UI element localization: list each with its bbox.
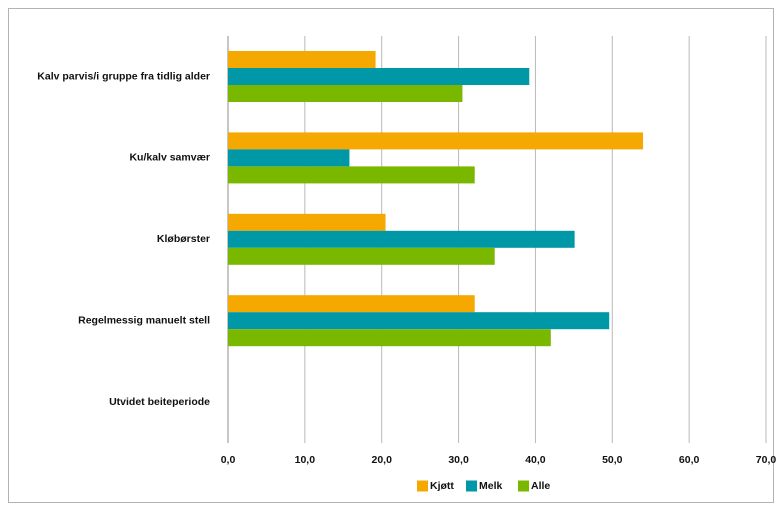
x-tick-label: 10,0 <box>295 454 316 466</box>
legend-swatch <box>518 480 529 492</box>
category-labels: Kalv parvis/i gruppe fra tidlig alder Ku/… <box>37 70 210 408</box>
bar-melk-2 <box>228 230 575 248</box>
legend-label: Kjøtt <box>430 480 454 492</box>
bar-melk-3 <box>228 312 610 330</box>
bar-alle-0 <box>228 85 463 102</box>
x-tick-label: 0,0 <box>221 454 236 466</box>
bar-alle-2 <box>228 247 495 265</box>
x-tick-label: 20,0 <box>371 454 392 466</box>
x-tick-label: 50,0 <box>602 454 623 466</box>
category-label: Regelmessig manuelt stell <box>78 314 210 326</box>
category-label: Kalv parvis/i gruppe fra tidlig alder <box>37 70 210 82</box>
x-tick-labels: 0,0 10,0 20,0 30,0 40,0 50,0 60,0 70,0 <box>221 454 777 466</box>
category-label: Ku/kalv samvær <box>129 152 210 164</box>
legend-label: Alle <box>531 480 550 492</box>
bar-kj-tt-1 <box>228 132 644 150</box>
bar-alle-3 <box>228 329 551 347</box>
bar-melk-0 <box>228 68 530 85</box>
bar-melk-1 <box>228 149 350 167</box>
bar-kj-tt-3 <box>228 295 475 313</box>
x-tick-label: 40,0 <box>525 454 546 466</box>
bars <box>228 51 644 347</box>
bar-kj-tt-2 <box>228 213 386 231</box>
x-tick-label: 70,0 <box>756 454 777 466</box>
category-label: Kløbørster <box>157 233 210 245</box>
bar-kj-tt-0 <box>228 51 376 68</box>
x-tick-label: 60,0 <box>679 454 700 466</box>
legend-swatch <box>466 480 477 492</box>
legend: Kjøtt Melk Alle <box>417 480 550 492</box>
legend-swatch <box>417 480 428 492</box>
category-label: Utvidet beiteperiode <box>109 396 210 408</box>
legend-label: Melk <box>479 480 503 492</box>
x-tick-label: 30,0 <box>448 454 469 466</box>
bar-alle-1 <box>228 166 475 184</box>
